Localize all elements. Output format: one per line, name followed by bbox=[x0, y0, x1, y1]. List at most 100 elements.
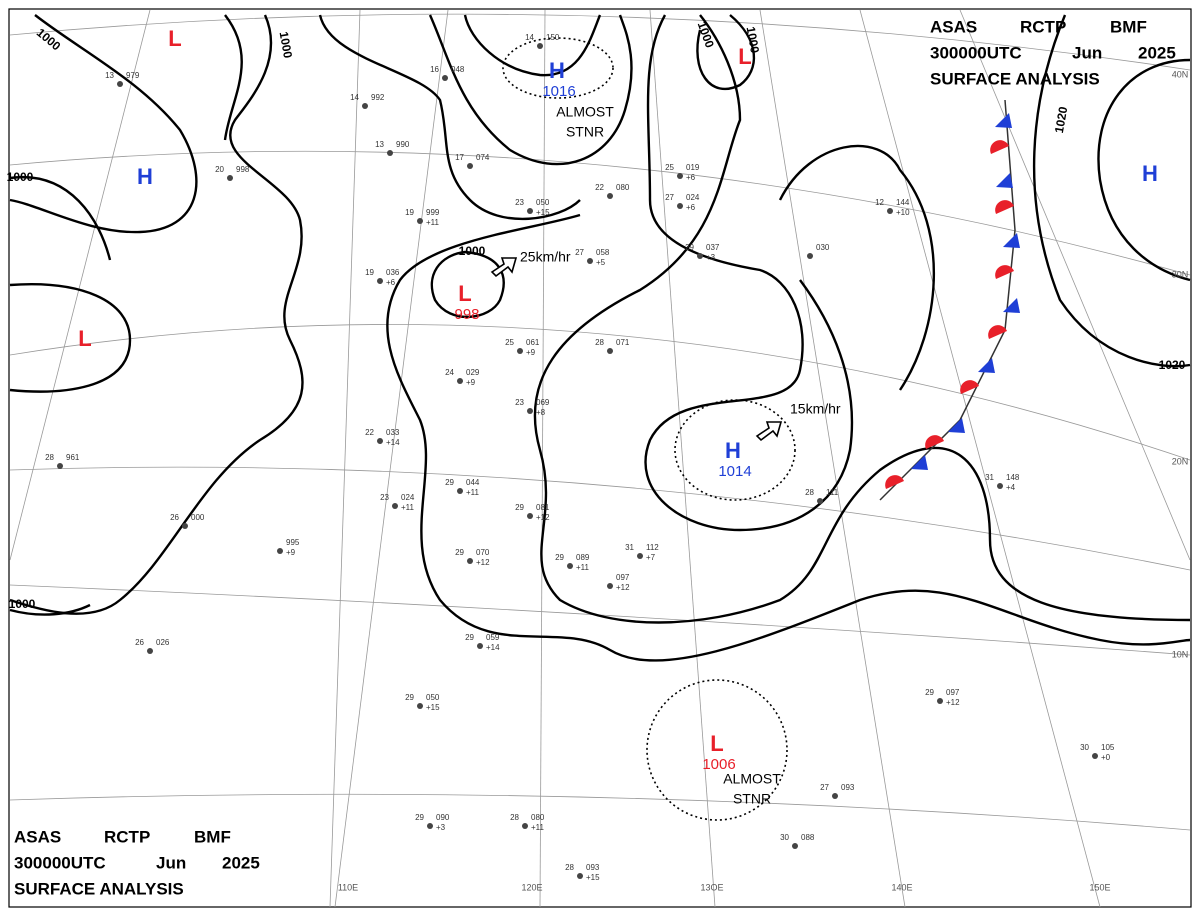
center-pressure: 1006 bbox=[702, 756, 735, 773]
warm-symbol bbox=[925, 435, 944, 449]
isobar bbox=[9, 603, 91, 616]
station-dot bbox=[442, 75, 448, 81]
center-symbol: H bbox=[725, 438, 741, 463]
station-tendency: +12 bbox=[616, 583, 630, 592]
isobar bbox=[696, 14, 755, 91]
station-pressure: 081 bbox=[536, 503, 550, 512]
station-pressure: 036 bbox=[386, 268, 400, 277]
station-dot bbox=[607, 348, 613, 354]
isobar bbox=[1097, 58, 1191, 282]
longitude-label: 120E bbox=[521, 882, 542, 892]
station-dot bbox=[147, 648, 153, 654]
closed-center bbox=[674, 399, 796, 501]
station-dot bbox=[1092, 753, 1098, 759]
cold-symbol bbox=[948, 418, 965, 433]
station-pressure: 992 bbox=[371, 93, 385, 102]
station-tendency: +11 bbox=[576, 563, 590, 572]
lon-line bbox=[759, 9, 906, 908]
station-pressure: 111 bbox=[826, 488, 839, 497]
station-dot bbox=[817, 498, 823, 504]
station-temp: 17 bbox=[455, 153, 464, 162]
station-temp: 23 bbox=[515, 398, 524, 407]
station-dot bbox=[677, 173, 683, 179]
station-pressure: 044 bbox=[466, 478, 480, 487]
station-temp: 31 bbox=[985, 473, 994, 482]
station-pressure: 050 bbox=[536, 198, 550, 207]
station-temp: 28 bbox=[45, 453, 54, 462]
station-pressure: 112 bbox=[646, 543, 659, 552]
station-dot bbox=[537, 43, 543, 49]
lon-line bbox=[959, 9, 1191, 561]
station-dot bbox=[377, 438, 383, 444]
station-dot bbox=[577, 873, 583, 879]
station-dot bbox=[227, 175, 233, 181]
station-temp: 12 bbox=[875, 198, 884, 207]
warm-symbol bbox=[995, 200, 1014, 214]
isobar bbox=[9, 14, 198, 234]
header-text: RCTP bbox=[1020, 17, 1066, 36]
station-pressure: 024 bbox=[401, 493, 415, 502]
stationary-front bbox=[879, 99, 1020, 501]
station-tendency: +9 bbox=[466, 378, 476, 387]
station-tendency: +15 bbox=[536, 208, 550, 217]
lon-line bbox=[334, 9, 449, 908]
longitude-label: 110E bbox=[338, 882, 358, 892]
station-temp: 27 bbox=[665, 193, 674, 202]
station-pressure: 059 bbox=[486, 633, 500, 642]
header-text: 2025 bbox=[222, 853, 260, 872]
station-temp: 13 bbox=[375, 140, 384, 149]
station-pressure: 097 bbox=[616, 573, 630, 582]
note: STNR bbox=[733, 791, 771, 807]
header-title: SURFACE ANALYSIS bbox=[930, 69, 1100, 88]
station-dot bbox=[362, 103, 368, 109]
station-pressure: 019 bbox=[686, 163, 700, 172]
station-dot bbox=[467, 558, 473, 564]
station-temp: 29 bbox=[415, 813, 424, 822]
isobar bbox=[386, 213, 1191, 662]
station-temp: 31 bbox=[625, 543, 634, 552]
longitude-label: 140E bbox=[891, 882, 912, 892]
station-dot bbox=[997, 483, 1003, 489]
station-dot bbox=[607, 583, 613, 589]
station-pressure: 080 bbox=[531, 813, 545, 822]
station-dot bbox=[182, 523, 188, 529]
latitude-label: 40N bbox=[1172, 69, 1189, 79]
station-temp: 14 bbox=[525, 33, 534, 42]
station-pressure: 995 bbox=[286, 538, 300, 547]
station-tendency: +14 bbox=[386, 438, 400, 447]
center-symbol: H bbox=[1142, 161, 1158, 186]
header-text: Jun bbox=[156, 853, 186, 872]
station-dot bbox=[457, 488, 463, 494]
station-dot bbox=[392, 503, 398, 509]
center-symbol: H bbox=[137, 164, 153, 189]
station-temp: 28 bbox=[565, 863, 574, 872]
station-pressure: 097 bbox=[946, 688, 960, 697]
station-pressure: 150 bbox=[546, 33, 560, 42]
station-tendency: +15 bbox=[586, 873, 600, 882]
station-tendency: +3 bbox=[706, 253, 716, 262]
station-tendency: +10 bbox=[896, 208, 910, 217]
station-temp: 27 bbox=[575, 248, 584, 257]
station-pressure: 090 bbox=[436, 813, 450, 822]
warm-symbol bbox=[988, 325, 1007, 339]
station-dot bbox=[457, 378, 463, 384]
isobar-label: 1000 bbox=[7, 170, 34, 184]
isobar-label: 1020 bbox=[1159, 358, 1186, 372]
note: ALMOST bbox=[556, 104, 614, 120]
station-tendency: +5 bbox=[596, 258, 606, 267]
station-temp: 19 bbox=[405, 208, 414, 217]
station-dot bbox=[522, 823, 528, 829]
station-dot bbox=[467, 163, 473, 169]
cold-symbol bbox=[978, 358, 995, 373]
station-pressure: 105 bbox=[1101, 743, 1115, 752]
isobar bbox=[644, 14, 854, 532]
station-pressure: 069 bbox=[536, 398, 550, 407]
station-dot bbox=[117, 81, 123, 87]
station-pressure: 030 bbox=[816, 243, 830, 252]
station-pressure: 026 bbox=[156, 638, 170, 647]
station-dot bbox=[387, 150, 393, 156]
station-pressure: 990 bbox=[396, 140, 410, 149]
lat-line bbox=[9, 150, 1191, 276]
